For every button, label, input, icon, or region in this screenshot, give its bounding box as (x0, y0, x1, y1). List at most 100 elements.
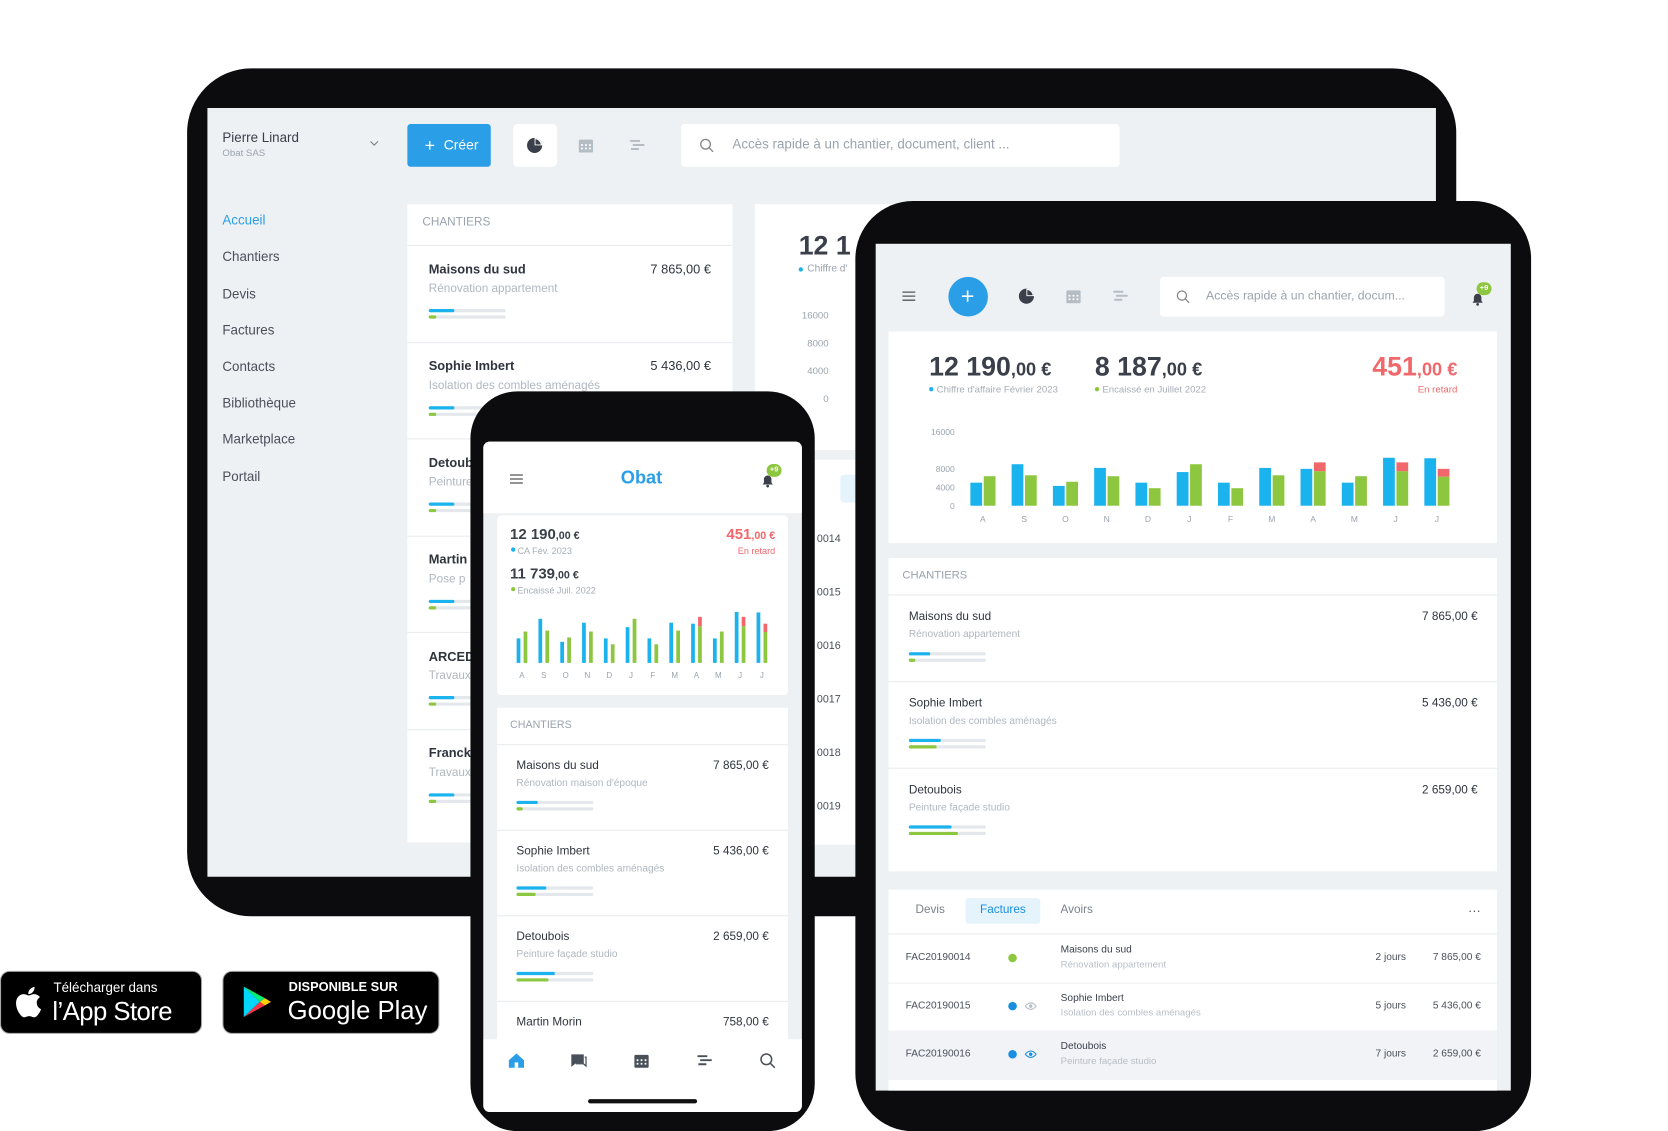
bar (734, 611, 739, 663)
calendar-icon[interactable] (575, 135, 596, 156)
nav-item[interactable]: Chantiers (222, 249, 280, 265)
progress-track (428, 508, 506, 513)
bar (712, 638, 717, 663)
collected-caption: Encaissé en Juillet 2022 (1102, 384, 1207, 395)
dot (929, 387, 934, 392)
amount-main: 8 187 (1094, 351, 1162, 382)
bar (1424, 458, 1437, 506)
separator (888, 982, 1497, 984)
progress-green (908, 658, 916, 662)
home-icon[interactable] (506, 1050, 527, 1071)
badge-line: Télécharger dans (53, 980, 158, 996)
tab[interactable]: Devis (915, 903, 945, 917)
progress-track (428, 412, 506, 416)
progress-blue (428, 308, 455, 313)
badge-title: l’App Store (52, 997, 173, 1027)
calendar-icon[interactable] (631, 1050, 652, 1071)
plus-icon (962, 290, 974, 302)
item-desc: Rénovation appartement (428, 282, 558, 296)
x-tick-label: J (1393, 514, 1397, 524)
y-tick-label: 4000 (936, 482, 955, 492)
progress-track (428, 405, 506, 409)
invoice-amount: 2 659,00 € (1432, 1047, 1481, 1060)
progress-track (428, 308, 506, 313)
google-play-badge[interactable]: DISPONIBLE SUR Google Play (222, 970, 440, 1034)
pie-icon[interactable] (1016, 285, 1037, 306)
nav-item[interactable]: Portail (222, 468, 261, 484)
item-name: Maisons du sud (428, 261, 526, 277)
item-desc: Rénovation maison d'époque (516, 777, 648, 790)
separator (888, 594, 1497, 596)
badge-line: DISPONIBLE SUR (288, 978, 398, 994)
chevron-icon[interactable] (367, 136, 382, 151)
nav-item[interactable]: Contacts (222, 359, 276, 375)
revenue-amount: 12 190,00 € (929, 350, 1051, 386)
menu-icon[interactable] (899, 287, 918, 306)
invoice-number: FAC20190016 (905, 1047, 971, 1060)
progress-blue (428, 599, 455, 603)
badge (766, 464, 782, 477)
nav-item[interactable]: Marketplace (222, 432, 296, 448)
invoice-number: 0018 (816, 747, 841, 759)
card-title: CHANTIERS (422, 216, 491, 229)
nav-item[interactable]: Bibliothèque (222, 395, 296, 411)
collected-caption: Encaissé Juil. 2022 (517, 584, 596, 596)
search-placeholder: Accès rapide à un chantier, document, cl… (732, 137, 1010, 153)
search-box[interactable] (681, 124, 1120, 167)
item-amount: 5 436,00 € (650, 358, 712, 374)
create-button[interactable] (407, 124, 491, 167)
y-tick-label: 16000 (931, 427, 955, 437)
separator (888, 933, 1497, 935)
tab[interactable]: Factures (980, 903, 1026, 917)
progress-green (516, 807, 523, 811)
bar (589, 631, 593, 663)
nav-item[interactable]: Factures (222, 322, 275, 338)
search-box[interactable] (1160, 276, 1445, 317)
bar (1231, 488, 1244, 506)
tab[interactable]: Avoirs (1060, 903, 1093, 917)
pie-icon[interactable] (524, 135, 545, 156)
menu-icon[interactable] (507, 469, 526, 488)
progress-green (908, 745, 937, 749)
x-tick-label: A (694, 671, 700, 680)
progress-track (516, 807, 594, 811)
gantt-icon[interactable] (1110, 285, 1131, 306)
progress-track (428, 702, 506, 706)
amount-main: 12 190 (929, 351, 1011, 382)
nav-item[interactable]: Devis (222, 286, 256, 302)
bar (1437, 476, 1450, 506)
progress-green (516, 978, 549, 982)
search-icon[interactable] (757, 1050, 778, 1071)
app-store-badge[interactable]: Télécharger dans l’App Store (0, 970, 203, 1034)
bar (1107, 476, 1120, 506)
bar (763, 623, 768, 633)
progress-track (516, 800, 594, 805)
gantt-icon[interactable] (694, 1050, 715, 1071)
bar (654, 644, 659, 663)
separator (407, 244, 733, 246)
eye-icon (1024, 1002, 1037, 1010)
more-menu[interactable]: ··· (1468, 902, 1481, 918)
y-tick-label: 0 (950, 501, 955, 511)
calendar-icon[interactable] (1063, 285, 1084, 306)
x-tick-label: O (562, 671, 568, 680)
item-desc: Isolation des combles aménagés (516, 862, 665, 875)
nav-item[interactable]: Accueil (222, 213, 266, 229)
x-tick-label: J (629, 671, 633, 680)
bar (698, 616, 702, 627)
phone-header (483, 441, 802, 514)
bell-icon[interactable] (758, 470, 777, 489)
revenue-caption: Chiffre d'affaire Février 2023 (936, 384, 1058, 395)
x-tick-label: N (1104, 514, 1110, 524)
bar (1024, 475, 1037, 506)
bar (756, 612, 761, 663)
item-amount: 7 865,00 € (713, 759, 769, 773)
gantt-icon[interactable] (627, 135, 648, 156)
chat-icon[interactable] (568, 1050, 589, 1071)
brand: Obat (620, 467, 663, 489)
bell-icon[interactable] (1468, 289, 1487, 308)
x-tick-label: A (980, 514, 986, 524)
progress-green (428, 315, 437, 319)
